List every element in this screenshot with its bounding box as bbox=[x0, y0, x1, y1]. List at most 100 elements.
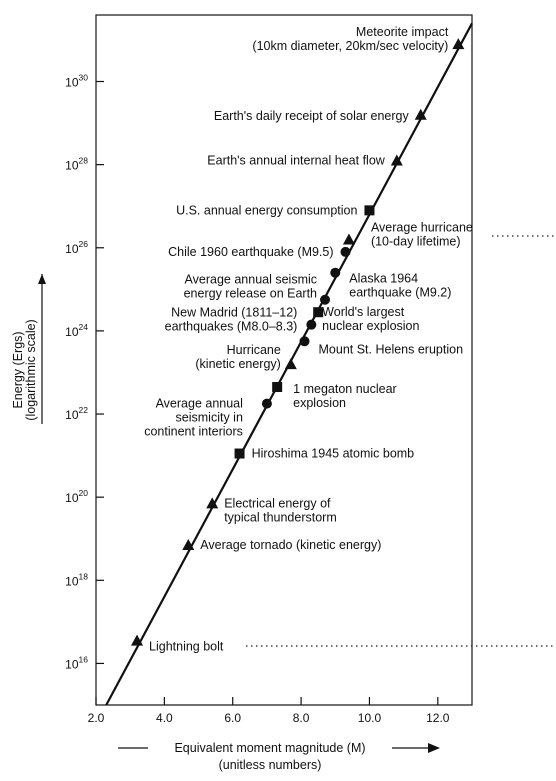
annotation-leaders bbox=[246, 235, 556, 647]
data-point: Average tornado (kinetic energy) bbox=[182, 538, 381, 552]
data-point: Hiroshima 1945 atomic bomb bbox=[234, 447, 415, 461]
y-tick-label: 1026 bbox=[65, 239, 88, 256]
triangle-marker-icon bbox=[131, 634, 144, 646]
data-point: U.S. annual energy consumption bbox=[176, 203, 375, 217]
y-tick-base: 10 bbox=[65, 76, 79, 90]
point-label-line: Hurricane bbox=[227, 343, 281, 357]
x-tick-label: 6.0 bbox=[224, 711, 241, 725]
point-label-line: (10km diameter, 20km/sec velocity) bbox=[252, 39, 448, 53]
x-tick-label: 2.0 bbox=[88, 711, 105, 725]
point-label: Earth's daily receipt of solar energy bbox=[214, 109, 410, 123]
point-label: Hiroshima 1945 atomic bomb bbox=[252, 447, 415, 461]
y-tick-label: 1022 bbox=[65, 405, 88, 422]
data-point: Hurricane (kinetic energy) bbox=[195, 343, 297, 371]
y-axis-title-group: Energy (Ergs) (logarithmic scale) bbox=[11, 274, 46, 424]
circle-marker-icon bbox=[330, 267, 341, 278]
square-marker-icon bbox=[313, 307, 324, 318]
square-marker-icon bbox=[272, 382, 283, 393]
y-axis-title: Energy (Ergs) bbox=[11, 331, 25, 408]
data-point: Average annual seismic energy release on … bbox=[184, 273, 331, 305]
y-tick-exponent: 24 bbox=[79, 322, 89, 332]
data-point: Meteorite impact (10km diameter, 20km/sec… bbox=[252, 25, 465, 53]
triangle-marker-icon bbox=[390, 154, 403, 166]
point-label-line: Meteorite impact bbox=[356, 25, 449, 39]
data-point: Lightning bolt bbox=[131, 634, 224, 654]
y-tick-label: 1016 bbox=[65, 654, 88, 671]
plot-border bbox=[95, 14, 473, 706]
triangle-marker-icon bbox=[206, 497, 219, 509]
point-label: Hurricane (kinetic energy) bbox=[195, 343, 281, 371]
data-point: Mount St. Helens eruption bbox=[299, 336, 464, 356]
point-label-line: earthquake (M9.2) bbox=[349, 286, 451, 300]
point-label: Average tornado (kinetic energy) bbox=[200, 538, 381, 552]
point-label-line: Chile 1960 earthquake (M9.5) bbox=[168, 245, 333, 259]
point-label-line: Average tornado (kinetic energy) bbox=[200, 538, 381, 552]
point-label-line: earthquakes (M8.0–8.3) bbox=[165, 320, 298, 334]
point-label-line: nuclear explosion bbox=[322, 319, 419, 333]
y-tick-exponent: 18 bbox=[79, 571, 89, 581]
square-marker-icon bbox=[364, 205, 375, 216]
point-label: Mount St. Helens eruption bbox=[319, 342, 464, 356]
point-label: Electrical energy of typical thunderstorm bbox=[224, 496, 337, 524]
data-point: Average annual seismicity in continent int… bbox=[144, 397, 272, 439]
data-point: 1 megaton nuclear explosion bbox=[272, 382, 397, 410]
y-tick-label: 1024 bbox=[65, 322, 88, 339]
point-label-line: Average hurricane bbox=[371, 220, 473, 234]
circle-marker-icon bbox=[299, 336, 310, 347]
point-label-line: U.S. annual energy consumption bbox=[176, 203, 357, 217]
y-tick-exponent: 22 bbox=[79, 405, 89, 415]
y-tick-base: 10 bbox=[65, 574, 79, 588]
y-axis-title-arrowhead-icon bbox=[38, 274, 46, 284]
point-label-line: seismicity in bbox=[176, 411, 243, 425]
point-label: Average annual seismicity in continent int… bbox=[144, 397, 243, 439]
point-label-line: Hiroshima 1945 atomic bomb bbox=[252, 447, 415, 461]
data-point: Earth's daily receipt of solar energy bbox=[214, 108, 427, 123]
point-label-line: typical thunderstorm bbox=[224, 510, 337, 524]
point-label: Meteorite impact (10km diameter, 20km/sec… bbox=[252, 25, 448, 53]
point-label-line: Earth's annual internal heat flow bbox=[207, 153, 385, 167]
triangle-marker-icon bbox=[414, 108, 427, 120]
x-axis-title-arrowhead-icon bbox=[428, 743, 440, 753]
point-label-line: Alaska 1964 bbox=[349, 272, 418, 286]
circle-marker-icon bbox=[340, 246, 351, 257]
y-tick-base: 10 bbox=[65, 657, 79, 671]
x-tick-label: 12.0 bbox=[426, 711, 450, 725]
y-tick-label: 1028 bbox=[65, 156, 88, 173]
y-tick-exponent: 26 bbox=[79, 239, 89, 249]
point-label-line: 1 megaton nuclear bbox=[293, 382, 397, 396]
data-point: New Madrid (1811–12) earthquakes (M8.0–8.… bbox=[165, 306, 317, 334]
point-label-line: explosion bbox=[293, 396, 346, 410]
y-tick-base: 10 bbox=[65, 159, 79, 173]
triangle-marker-icon bbox=[452, 38, 465, 50]
point-label: 1 megaton nuclear explosion bbox=[293, 382, 397, 410]
point-label: Chile 1960 earthquake (M9.5) bbox=[168, 245, 333, 259]
y-tick-base: 10 bbox=[65, 408, 79, 422]
point-label: New Madrid (1811–12) earthquakes (M8.0–8.… bbox=[165, 306, 298, 334]
circle-marker-icon bbox=[320, 294, 331, 305]
point-label: Alaska 1964 earthquake (M9.2) bbox=[349, 272, 451, 300]
point-label-line: World's largest bbox=[322, 305, 405, 319]
point-label-line: (kinetic energy) bbox=[195, 357, 280, 371]
y-tick-label: 1018 bbox=[65, 571, 88, 588]
circle-marker-icon bbox=[261, 398, 272, 409]
point-label-line: New Madrid (1811–12) bbox=[171, 306, 297, 320]
y-tick-base: 10 bbox=[65, 242, 79, 256]
data-point: World's largest nuclear explosion bbox=[313, 305, 420, 333]
x-axis-title: Equivalent moment magnitude (M) bbox=[174, 741, 365, 755]
x-tick-label: 4.0 bbox=[156, 711, 173, 725]
y-tick-exponent: 16 bbox=[79, 654, 89, 664]
y-tick-exponent: 30 bbox=[79, 73, 89, 83]
point-label-line: Average annual seismic bbox=[185, 273, 317, 287]
data-points: Meteorite impact (10km diameter, 20km/sec… bbox=[131, 25, 473, 654]
y-tick-label: 1030 bbox=[65, 73, 88, 90]
data-point: Chile 1960 earthquake (M9.5) bbox=[168, 245, 351, 259]
y-tick-label: 1020 bbox=[65, 488, 88, 505]
point-label: Earth's annual internal heat flow bbox=[207, 153, 385, 167]
data-point: Average hurricane (10-day lifetime) bbox=[342, 220, 473, 248]
point-label-line: Average annual bbox=[156, 397, 243, 411]
triangle-marker-icon bbox=[342, 233, 355, 245]
point-label-line: Earth's daily receipt of solar energy bbox=[214, 109, 410, 123]
square-marker-icon bbox=[234, 448, 245, 459]
